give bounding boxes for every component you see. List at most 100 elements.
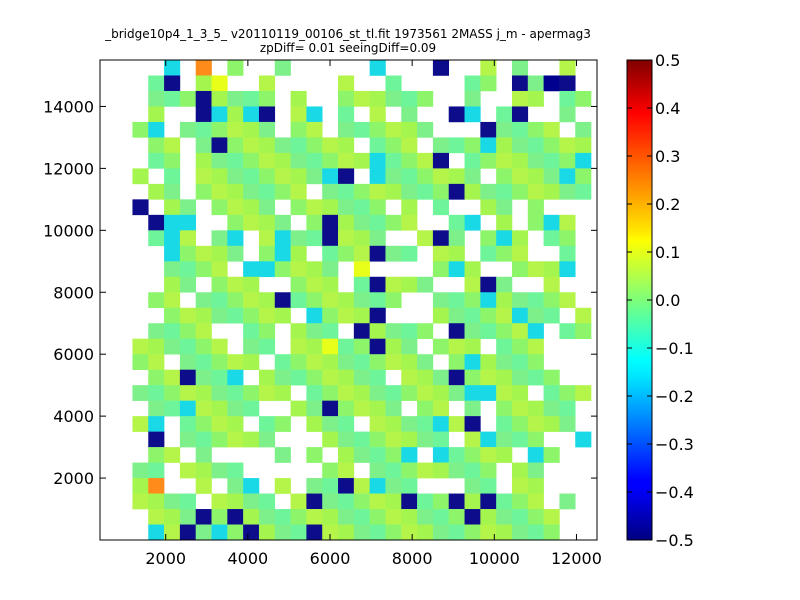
heatmap-cell (385, 90, 402, 107)
heatmap-cell (527, 183, 544, 200)
heatmap-cell (369, 323, 386, 340)
heatmap-cell (227, 168, 244, 185)
heatmap-cell (480, 292, 497, 309)
heatmap-cell (417, 431, 434, 448)
heatmap-cell (385, 323, 402, 340)
heatmap-cell (480, 524, 497, 541)
heatmap-cell (179, 230, 196, 247)
heatmap-cell (464, 90, 481, 107)
heatmap-cell (511, 245, 529, 262)
heatmap-cell (322, 137, 339, 154)
heatmap-cell (496, 431, 513, 448)
heatmap-cell (511, 369, 529, 386)
heatmap-cell (179, 524, 196, 541)
heatmap-cell (211, 75, 228, 92)
heatmap-cell (448, 230, 465, 247)
heatmap-cell (179, 400, 196, 417)
heatmap-cell (211, 276, 228, 293)
heatmap-cell (258, 230, 276, 247)
heatmap-cell (543, 292, 560, 309)
heatmap-cell (132, 168, 149, 185)
heatmap-cell (480, 230, 497, 247)
heatmap-cell (290, 121, 307, 138)
heatmap-cell (258, 338, 276, 355)
heatmap-cell (432, 137, 450, 154)
heatmap-cell (369, 431, 386, 448)
heatmap-cell (306, 106, 323, 123)
heatmap-cell (385, 447, 402, 463)
heatmap-cell (401, 106, 418, 123)
heatmap-cell (211, 416, 228, 432)
heatmap-cell (432, 199, 450, 216)
heatmap-cell (369, 509, 386, 525)
heatmap-cell (179, 431, 196, 448)
heatmap-cell (195, 168, 212, 185)
heatmap-cell (432, 183, 450, 200)
heatmap-cell (464, 276, 481, 293)
heatmap-cell (306, 338, 323, 355)
heatmap-cell (496, 338, 513, 355)
x-tick-label: 12000 (551, 549, 602, 568)
heatmap-cell (496, 447, 513, 463)
heatmap-cell (417, 462, 434, 479)
heatmap-cell (148, 152, 165, 169)
heatmap-cell (227, 245, 244, 262)
heatmap-cell (543, 152, 560, 169)
heatmap-cell (211, 121, 228, 138)
heatmap-cell (306, 354, 323, 370)
heatmap-cell (306, 307, 323, 324)
heatmap-cell (322, 493, 339, 510)
heatmap-cell (274, 385, 291, 401)
heatmap-cell (511, 307, 529, 324)
heatmap-cell (243, 199, 260, 216)
heatmap-cell (559, 493, 576, 510)
heatmap-cell (480, 462, 497, 479)
heatmap-cell (211, 509, 228, 525)
heatmap-cell (179, 199, 196, 216)
heatmap-cell (511, 478, 529, 494)
heatmap-cell (338, 431, 355, 448)
heatmap-cell (417, 524, 434, 541)
heatmap-cell (496, 292, 513, 309)
colorbar-tick-label: −0.5 (655, 531, 694, 550)
heatmap-cell (385, 121, 402, 138)
heatmap-cell (401, 493, 418, 510)
heatmap-cell (290, 152, 307, 169)
heatmap-cell (258, 137, 276, 154)
heatmap-cell (306, 447, 323, 463)
heatmap-cell (559, 385, 576, 401)
colorbar-tick-label: 0.1 (655, 243, 680, 262)
heatmap-cell (195, 447, 212, 463)
heatmap-cell (195, 323, 212, 340)
heatmap-cell (306, 292, 323, 309)
heatmap-cell (290, 106, 307, 123)
heatmap-cell (132, 354, 149, 370)
chart-title-line2: zpDiff= 0.01 seeingDiff=0.09 (260, 41, 436, 55)
heatmap-cell (448, 245, 465, 262)
heatmap-cell (353, 509, 370, 525)
heatmap-cell (480, 478, 497, 494)
heatmap-cell (322, 292, 339, 309)
y-tick-label: 6000 (53, 345, 94, 364)
heatmap-cell (527, 307, 544, 324)
heatmap-cell (148, 462, 165, 479)
heatmap-cell (211, 400, 228, 417)
heatmap-cell (369, 245, 386, 262)
heatmap-cell (258, 152, 276, 169)
heatmap-cell (353, 214, 370, 231)
heatmap-cell (559, 75, 576, 92)
heatmap-cell (211, 338, 228, 355)
heatmap-cell (496, 168, 513, 185)
heatmap-cell (243, 524, 260, 541)
heatmap-cell (369, 524, 386, 541)
heatmap-cell (306, 369, 323, 386)
heatmap-cell (496, 307, 513, 324)
heatmap-cell (464, 106, 481, 123)
heatmap-cell (448, 369, 465, 386)
heatmap-cell (511, 90, 529, 107)
heatmap-cell (575, 385, 592, 401)
heatmap-cell (258, 292, 276, 309)
heatmap-cell (195, 478, 212, 494)
heatmap-cell (385, 137, 402, 154)
